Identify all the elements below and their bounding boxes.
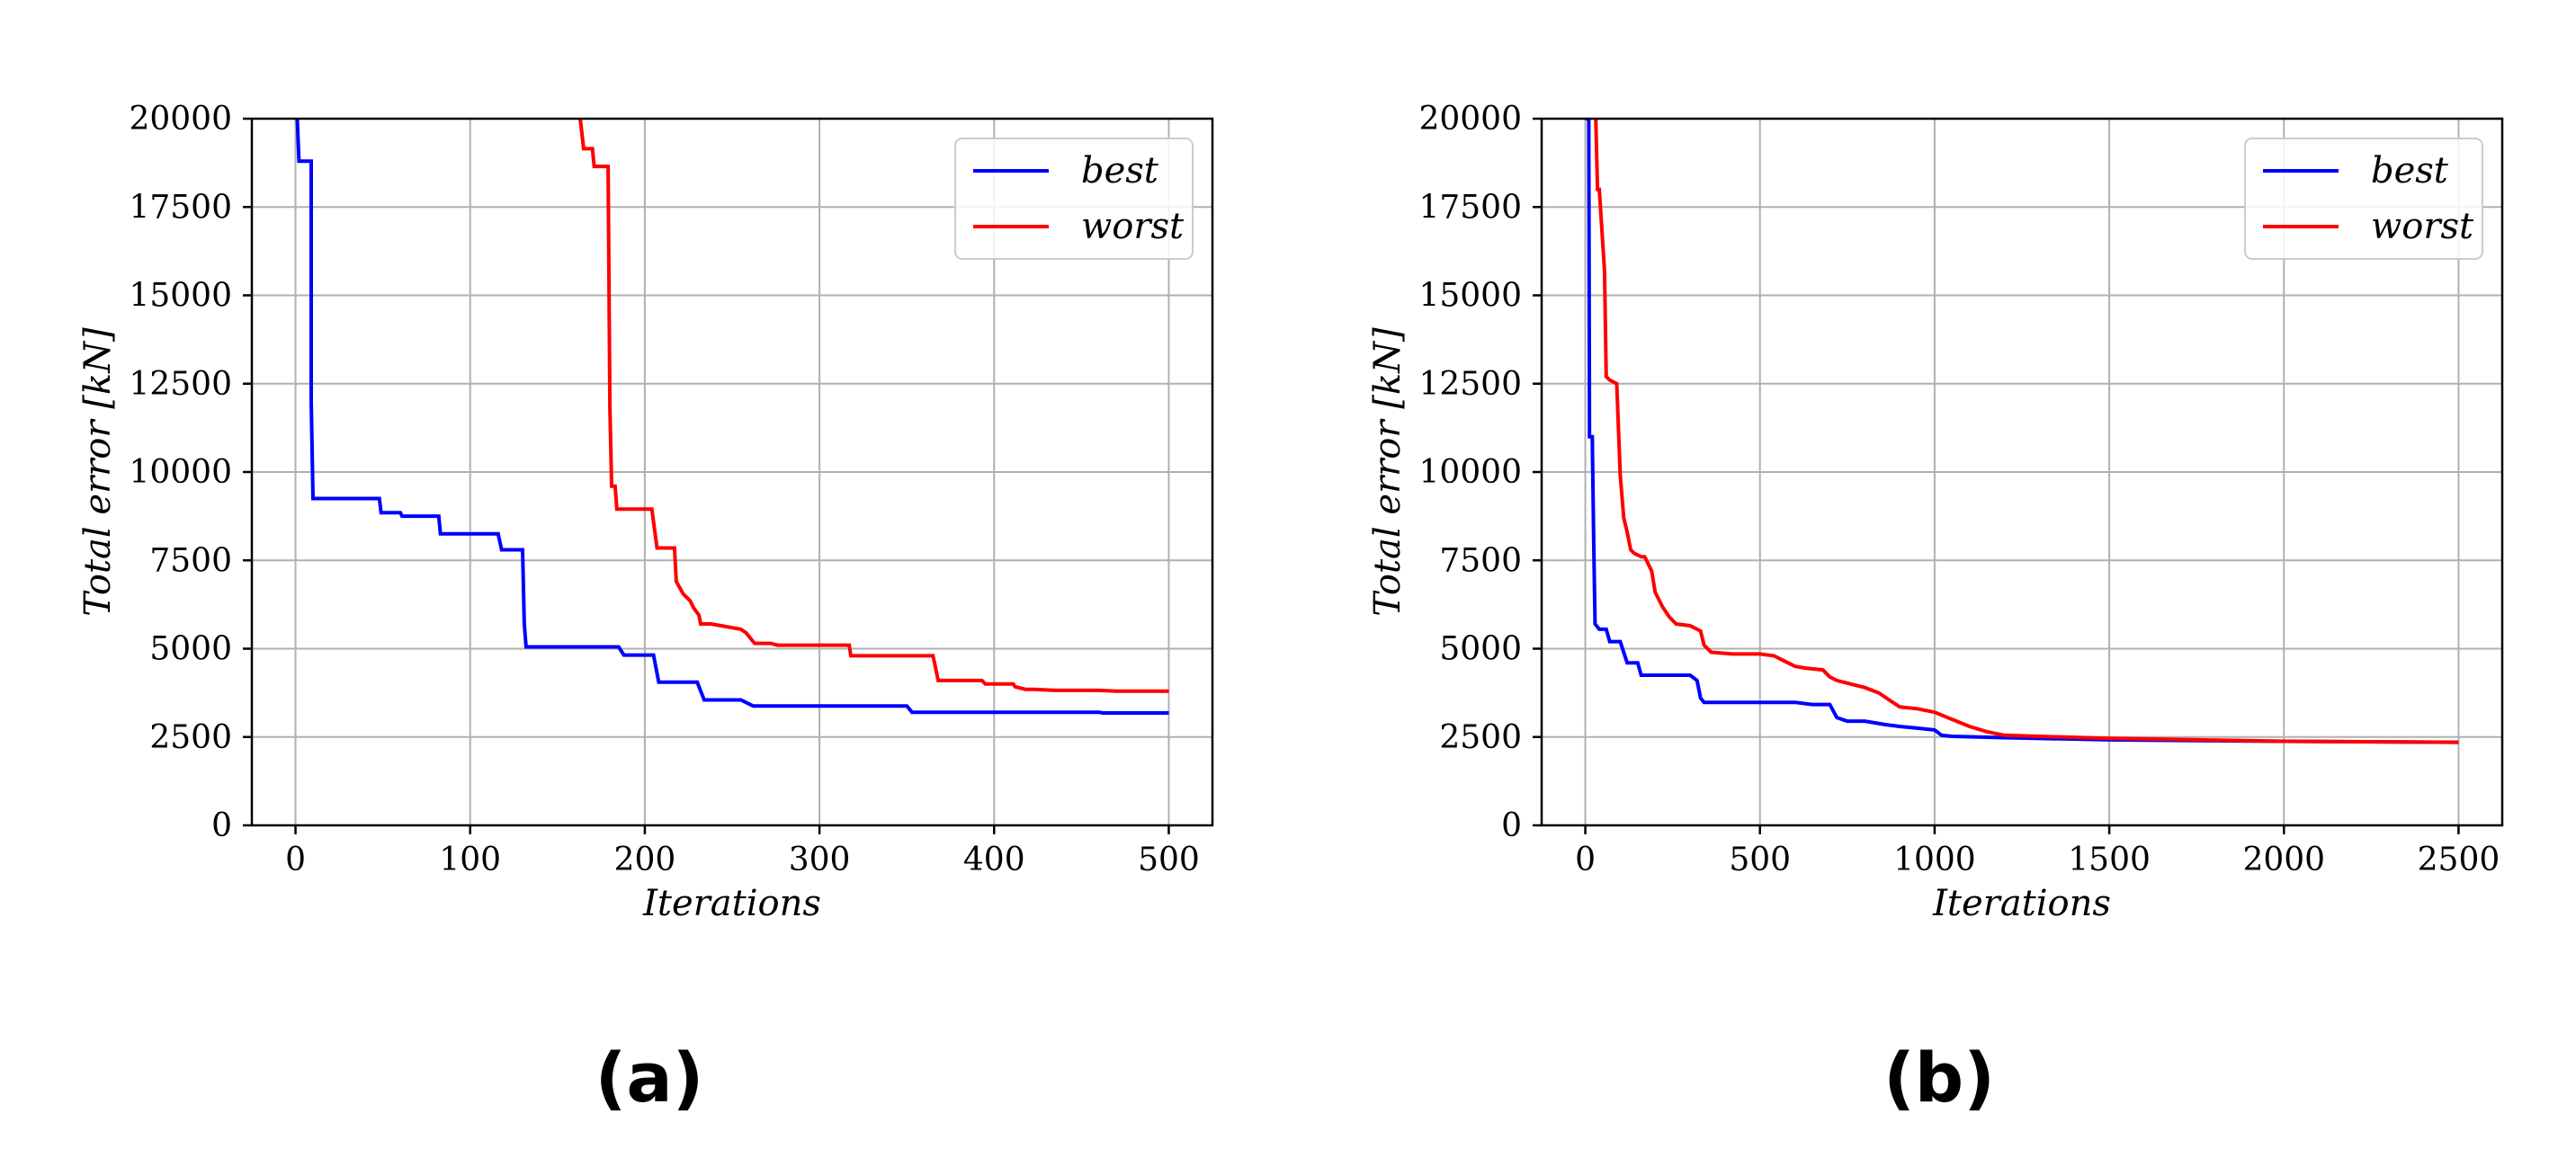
- legend-label-worst: worst: [1081, 206, 1185, 247]
- x-tick-label: 1000: [1893, 842, 1976, 878]
- y-tick-label: 12500: [129, 366, 232, 403]
- x-tick-label: 300: [789, 842, 851, 878]
- y-tick-label: 5000: [149, 631, 232, 668]
- y-tick-label: 7500: [149, 542, 232, 579]
- x-tick-label: 400: [963, 842, 1025, 878]
- y-tick-label: 0: [211, 807, 232, 844]
- y-tick-label: 10000: [129, 454, 232, 491]
- series-line-best: [1585, 119, 2459, 744]
- y-tick-label: 15000: [1418, 278, 1522, 315]
- y-axis-label: Total error [kN]: [1367, 327, 1409, 617]
- legend-label-best: best: [1081, 150, 1159, 192]
- panel-label: (b): [1883, 1038, 1995, 1118]
- legend-label-worst: worst: [2371, 206, 2474, 247]
- y-tick-label: 17500: [129, 189, 232, 226]
- x-tick-label: 500: [1138, 842, 1200, 878]
- y-tick-label: 12500: [1418, 366, 1522, 403]
- legend-box: [2244, 138, 2483, 260]
- y-tick-label: 7500: [1439, 542, 1522, 579]
- x-tick-label: 1500: [2068, 842, 2151, 878]
- y-tick-label: 2500: [1439, 719, 1522, 756]
- chart-panel-b: 0 500 1000 1500 2000 2500 0 2500 5000 7500 10000 12…: [1367, 101, 2504, 924]
- x-axis-label: Iterations: [1932, 883, 2111, 924]
- chart-panel-a: 0 100 200 300 400 500025005000750010000125001…: [77, 101, 1214, 924]
- x-axis-label: Iterations: [642, 883, 821, 924]
- x-tick-label: 0: [285, 842, 306, 878]
- x-tick-label: 200: [614, 842, 676, 878]
- y-tick-label: 20000: [129, 101, 232, 138]
- x-tick-label: 0: [1575, 842, 1596, 878]
- y-tick-label: 10000: [1418, 454, 1522, 491]
- y-tick-label: 2500: [149, 719, 232, 756]
- panel-label: (a): [595, 1038, 704, 1118]
- x-tick-label: 100: [439, 842, 501, 878]
- y-tick-label: 0: [1501, 807, 1522, 844]
- y-tick-label: 5000: [1439, 631, 1522, 668]
- x-tick-label: 500: [1729, 842, 1791, 878]
- y-tick-label: 20000: [1418, 101, 1522, 138]
- x-tick-label: 2000: [2242, 842, 2325, 878]
- series-line-worst: [1594, 119, 2459, 744]
- legend-label-best: best: [2371, 150, 2449, 192]
- x-tick-label: 2500: [2418, 842, 2500, 878]
- y-tick-label: 15000: [129, 278, 232, 315]
- series-line-best: [295, 119, 1169, 715]
- y-tick-label: 17500: [1418, 189, 1522, 226]
- legend-box: [954, 138, 1194, 260]
- y-axis-label: Total error [kN]: [77, 327, 119, 617]
- series-line-worst: [578, 119, 1169, 693]
